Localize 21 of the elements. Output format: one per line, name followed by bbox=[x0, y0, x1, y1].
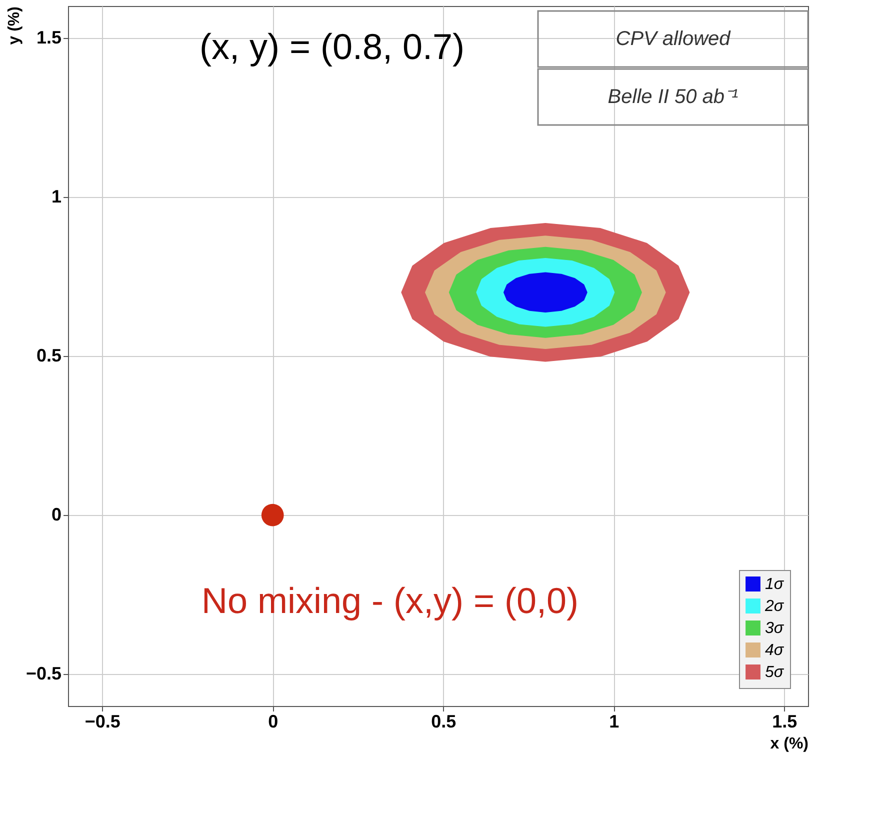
legend-label: 4σ bbox=[765, 642, 785, 659]
annotation: Belle II 50 ab⁻¹ bbox=[608, 86, 739, 108]
y-tick-label: 0 bbox=[51, 504, 62, 525]
legend-label: 5σ bbox=[765, 664, 785, 681]
x-tick-label: 1 bbox=[609, 712, 620, 732]
legend-label: 3σ bbox=[765, 620, 785, 637]
x-tick-label: 1.5 bbox=[772, 712, 798, 732]
legend-label: 2σ bbox=[764, 598, 785, 615]
y-tick-label: 0.5 bbox=[36, 346, 62, 366]
x-tick-label: 0.5 bbox=[431, 712, 456, 732]
x-tick-label: 0 bbox=[268, 712, 278, 732]
y-tick-label: 1 bbox=[51, 186, 62, 206]
y-axis-title: y (%) bbox=[6, 6, 23, 45]
y-tick-label: −0.5 bbox=[26, 664, 62, 684]
annotation: CPV allowed bbox=[616, 28, 732, 50]
x-tick-label: −0.5 bbox=[84, 712, 120, 732]
y-tick-label: 1.5 bbox=[36, 27, 62, 48]
legend-label: 1σ bbox=[765, 576, 785, 593]
annotation: No mixing - (x,y) = (0,0) bbox=[201, 580, 579, 621]
x-axis-title: x (%) bbox=[770, 736, 808, 752]
annotation: (x, y) = (0.8, 0.7) bbox=[199, 26, 465, 67]
